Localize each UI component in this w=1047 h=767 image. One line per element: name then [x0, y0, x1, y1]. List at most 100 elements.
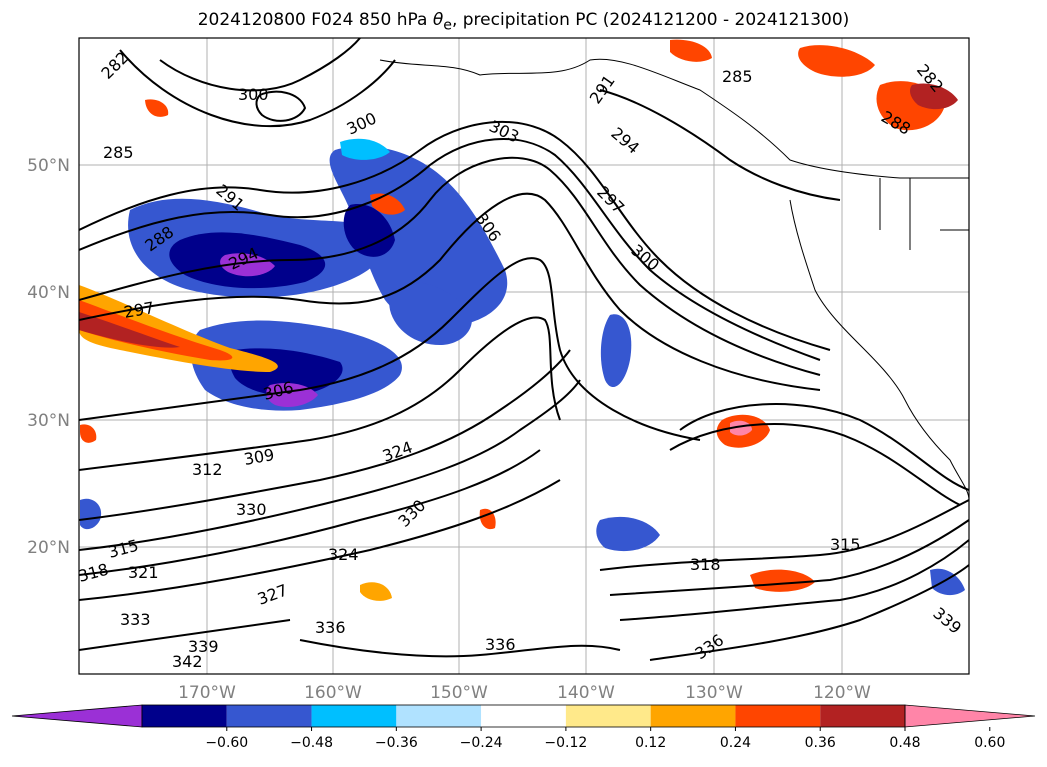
theta-e-contours	[79, 38, 969, 661]
contour-label: 339	[188, 637, 219, 656]
contour-label: 300	[238, 85, 269, 104]
colorbar-frame	[141, 704, 906, 728]
contour-line	[79, 156, 821, 376]
precip-area-blob	[930, 568, 965, 596]
colorbar-segment	[735, 705, 821, 727]
contour-line	[679, 402, 969, 491]
colorbar-tick-label: 0.24	[720, 735, 751, 751]
colorbar: −0.60 −0.48 −0.36 −0.24 −0.12 0.12 0.24 0.36 0.4…	[11, 704, 1036, 751]
lon-labels: 170°W 160°W 150°W 140°W 130°W 120°W	[178, 683, 871, 703]
contour-line	[255, 90, 307, 122]
contour-line	[599, 89, 841, 201]
contour-label: 330	[236, 500, 267, 519]
precip-area-blob	[340, 138, 390, 160]
precip-area-blob	[910, 83, 958, 110]
precip-area-blob	[750, 569, 815, 592]
precip-area-blob	[596, 516, 660, 552]
colorbar-tick-label: 0.60	[974, 735, 1005, 751]
contour-label: 324	[328, 545, 359, 564]
lon-label: 120°W	[813, 683, 871, 703]
precip-area-blob	[145, 99, 169, 117]
contour-label: 285	[722, 67, 753, 86]
map-title: 2024120800 F024 850 hPa θe, precipitatio…	[0, 10, 1047, 33]
map-plot-area: 282 300 285 291 288 294 297 300 303 306 …	[79, 38, 969, 674]
contour-line	[79, 138, 821, 361]
colorbar-tick-label: −0.48	[290, 735, 333, 751]
colorbar-segment	[820, 705, 905, 727]
colorbar-segment	[226, 705, 312, 727]
contour-line	[669, 423, 961, 506]
contour-label: 342	[172, 652, 203, 671]
lat-label: 30°N	[27, 411, 70, 431]
precip-area-blob	[80, 424, 97, 443]
title-sub: e	[443, 17, 452, 34]
title-rest: , precipitation PC (2024121200 - 2024121…	[451, 10, 850, 30]
precip-area-blob	[798, 45, 875, 77]
coastline-us-mexico	[789, 199, 969, 501]
contour-label: 336	[315, 618, 346, 637]
contour-line	[79, 619, 291, 651]
precip-area-blob	[388, 281, 472, 345]
coastlines	[379, 58, 969, 501]
contour-line	[79, 257, 701, 441]
lon-label: 170°W	[178, 683, 236, 703]
lon-label: 150°W	[430, 683, 488, 703]
precip-area-blob	[670, 39, 712, 62]
contour-line	[79, 379, 581, 551]
lat-label: 40°N	[27, 283, 70, 303]
colorbar-segment	[311, 705, 397, 727]
colorbar-tick-label: 0.12	[635, 735, 666, 751]
colorbar-segment	[396, 705, 482, 727]
contour-line	[119, 49, 396, 128]
colorbar-tick-label: 0.48	[889, 735, 920, 751]
contour-line	[609, 519, 969, 596]
colorbar-segment	[481, 705, 566, 727]
contour-line	[79, 449, 541, 576]
precip-area-blob	[600, 314, 632, 388]
contour-line	[79, 479, 561, 601]
colorbar-tick-label: 0.36	[805, 735, 836, 751]
precip-negative-areas	[80, 138, 965, 596]
precip-area-blob	[343, 204, 395, 257]
colorbar-extend-high	[904, 704, 1036, 728]
contour-label: 336	[485, 635, 516, 654]
lon-label: 160°W	[304, 683, 362, 703]
lon-label: 140°W	[557, 683, 615, 703]
colorbar-tick-label: −0.60	[205, 735, 248, 751]
contour-line	[79, 316, 561, 471]
lat-label: 20°N	[27, 538, 70, 558]
precip-area-blob	[79, 300, 233, 361]
contour-label: 285	[103, 143, 134, 162]
contour-line	[79, 120, 831, 351]
precip-area-blob	[79, 285, 278, 372]
colorbar-extend-low	[11, 704, 143, 728]
precip-area-blob	[80, 498, 102, 530]
contour-line	[649, 564, 969, 661]
contour-line	[599, 499, 969, 571]
contour-line	[79, 349, 571, 521]
colorbar-tick-label: −0.12	[544, 735, 587, 751]
map-frame	[78, 37, 970, 675]
colorbar-segment	[142, 705, 227, 727]
contour-label: 312	[192, 460, 223, 479]
lat-label: 50°N	[27, 156, 70, 176]
contour-line	[619, 539, 969, 621]
contour-label: 315	[830, 535, 861, 554]
colorbar-tick-label: −0.24	[460, 735, 503, 751]
precip-area-blob	[79, 312, 180, 348]
contour-label: 318	[690, 555, 721, 574]
state-borders	[879, 178, 969, 250]
precip-area-blob	[360, 582, 392, 601]
precip-area-blob	[220, 253, 275, 277]
contour-label: 321	[128, 563, 159, 582]
lat-labels: 50°N 40°N 30°N 20°N	[27, 156, 70, 558]
title-main: 2024120800 F024 850 hPa	[197, 10, 433, 30]
contour-label: 333	[120, 610, 151, 629]
colorbar-segment	[650, 705, 736, 727]
coastline-alaska-canada	[379, 58, 969, 179]
contour-line	[299, 639, 621, 658]
lon-label: 130°W	[685, 683, 743, 703]
precip-area-blob	[730, 420, 752, 436]
precip-positive-areas	[79, 39, 958, 601]
